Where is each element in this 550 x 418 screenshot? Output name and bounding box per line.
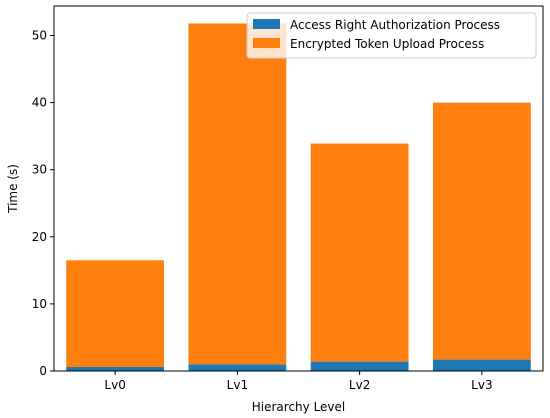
plot-frame bbox=[53, 5, 544, 372]
legend-swatch-0 bbox=[253, 19, 280, 29]
y-tick-label: 30 bbox=[32, 163, 47, 177]
bar-lv0-series-1 bbox=[66, 260, 165, 367]
x-tick-label-lv2: Lv2 bbox=[349, 378, 370, 392]
x-axis-label: Hierarchy Level bbox=[252, 400, 346, 414]
bar-lv1-series-1 bbox=[188, 23, 287, 365]
y-tick-label: 40 bbox=[32, 96, 47, 110]
y-tick-label: 50 bbox=[32, 29, 47, 43]
legend: Access Right Authorization Process Encryp… bbox=[246, 12, 537, 59]
x-tick-label-lv0: Lv0 bbox=[104, 378, 125, 392]
axes-layer: 0 10 20 30 40 50 Lv0 Lv1 Lv2 Lv3 bbox=[32, 5, 544, 392]
x-tick-label-lv3: Lv3 bbox=[471, 378, 492, 392]
y-tick-label: 20 bbox=[32, 230, 47, 244]
legend-box bbox=[246, 12, 537, 59]
legend-label-1: Encrypted Token Upload Process bbox=[290, 37, 484, 51]
y-tick-label: 0 bbox=[39, 364, 47, 378]
bar-lv3-series-0 bbox=[432, 359, 531, 371]
bar-lv3-series-1 bbox=[432, 102, 531, 360]
legend-label-0: Access Right Authorization Process bbox=[290, 18, 500, 32]
bar-lv0-series-0 bbox=[66, 366, 165, 371]
bar-lv1-series-0 bbox=[188, 364, 287, 371]
y-tick-label: 10 bbox=[32, 297, 47, 311]
legend-swatch-1 bbox=[253, 38, 280, 48]
x-tick-label-lv1: Lv1 bbox=[227, 378, 248, 392]
bar-lv2-series-1 bbox=[310, 143, 409, 362]
bars-layer bbox=[66, 23, 531, 371]
bar-lv2-series-0 bbox=[310, 361, 409, 371]
y-axis-label: Time (s) bbox=[6, 164, 20, 214]
